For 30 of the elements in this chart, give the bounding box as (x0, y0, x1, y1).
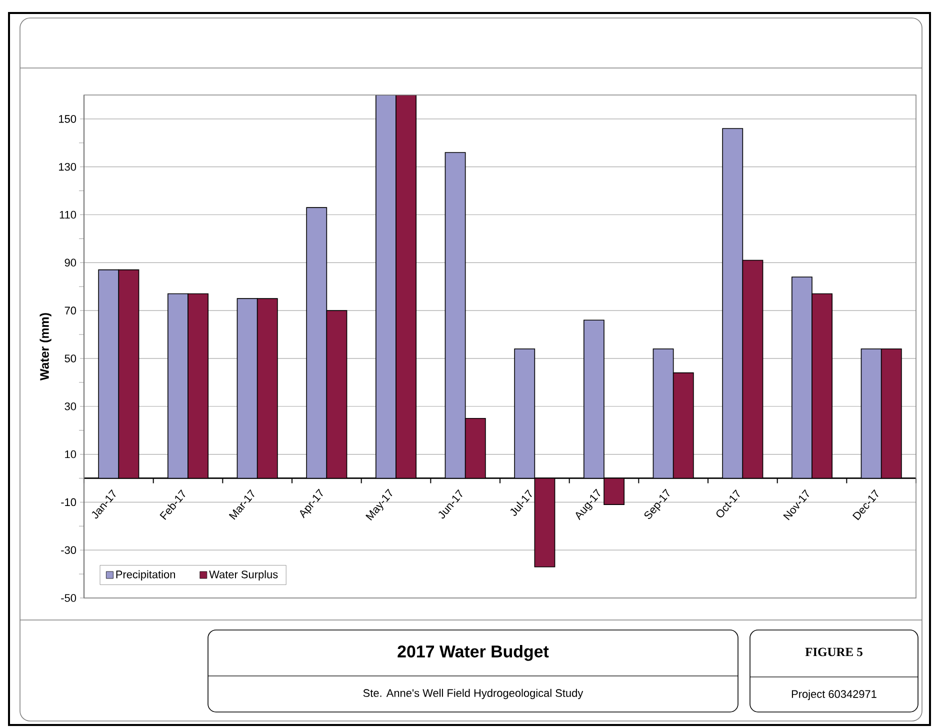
y-tick-label: -30 (61, 546, 76, 554)
bar (118, 269, 140, 479)
bar (604, 478, 625, 505)
bar (534, 478, 556, 568)
y-tick-label: 110 (60, 210, 76, 219)
text: 2017 Water Budget (398, 645, 549, 661)
y-tick-label: -50 (61, 594, 76, 602)
y-tick-label: 130 (59, 162, 76, 171)
bar (880, 348, 902, 479)
bar (256, 298, 278, 479)
y-tick-label: 150 (59, 115, 76, 123)
legend-label: Precipitation (116, 570, 175, 580)
y-tick-label: 70 (64, 306, 76, 314)
bar (812, 293, 833, 479)
bar (742, 260, 764, 479)
legend-label: Water Surplus (209, 570, 278, 580)
y-tick-label: 50 (64, 354, 76, 362)
bar (326, 310, 348, 479)
y-tick-label: 10 (65, 450, 76, 458)
bar (672, 372, 694, 479)
y-tick-label: 30 (64, 402, 76, 410)
text: Ste. Anne's Well Field Hydrogeological Study (363, 688, 584, 700)
bar (464, 418, 486, 479)
bar (188, 293, 209, 479)
y-tick-label: 90 (64, 258, 76, 267)
y-tick-label: -10 (61, 498, 76, 506)
caption: FIGURE 5 (805, 648, 862, 656)
text: Project 60342971 (792, 690, 876, 700)
bar (396, 94, 417, 479)
y-axis-title: Water (mm) (40, 313, 52, 380)
